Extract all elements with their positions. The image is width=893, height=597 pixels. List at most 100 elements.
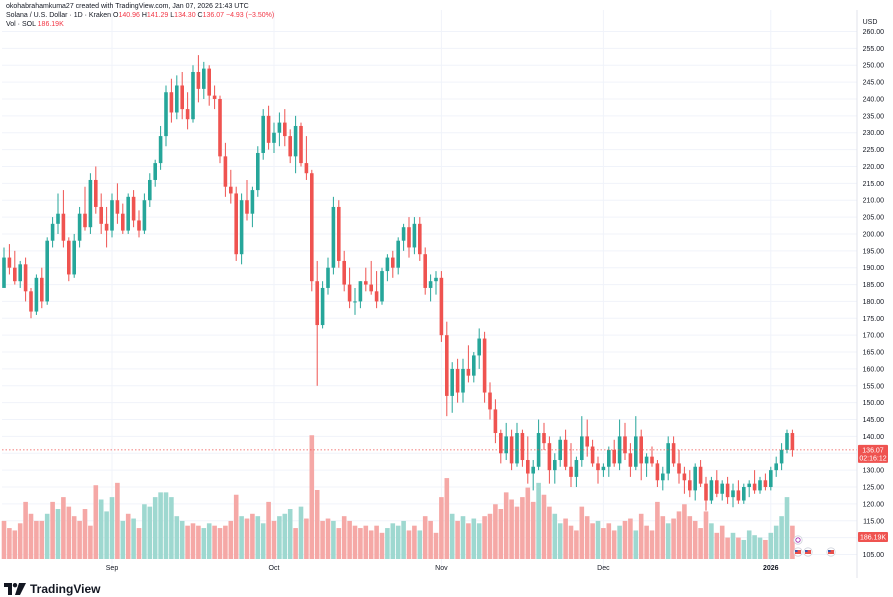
volume-bar	[352, 525, 358, 559]
y-tick-label: 130.00	[863, 468, 885, 475]
volume-bar	[120, 520, 126, 559]
ohlc-low: 134.30	[174, 12, 196, 19]
candle-body	[607, 449, 611, 467]
x-tick-label: Dec	[597, 565, 610, 572]
candle-body	[520, 433, 525, 461]
volume-bar	[460, 516, 466, 559]
volume-bar	[611, 530, 617, 559]
y-tick-label: 255.00	[863, 46, 885, 53]
volume-bar	[584, 516, 590, 559]
candle-body	[634, 436, 638, 467]
volume-bar	[55, 509, 61, 559]
volume-bar	[671, 518, 676, 559]
volume-bar	[358, 528, 363, 559]
volume-bar	[493, 504, 498, 559]
flag-stripes	[795, 550, 801, 554]
candle-body	[229, 186, 233, 194]
ohlc-open: 140.96	[118, 12, 140, 19]
volume-bar	[617, 525, 622, 559]
candle-body	[326, 267, 330, 288]
candle-body	[342, 260, 346, 285]
volume-bar	[223, 525, 228, 559]
volume-bar	[190, 523, 196, 559]
candle-body	[256, 152, 260, 191]
dividend-marker-icon[interactable]	[793, 535, 803, 545]
candle-body	[455, 368, 460, 393]
volume-bar	[174, 516, 180, 559]
volume-bar	[1, 520, 7, 559]
candle-body	[644, 456, 649, 464]
volume-bar	[379, 532, 385, 559]
candle-body	[401, 227, 406, 241]
y-tick-label: 180.00	[863, 299, 885, 306]
volume-bar	[433, 532, 439, 559]
volume-bar	[142, 504, 147, 559]
ohlc-high-label: H	[141, 12, 147, 19]
candle-body	[531, 466, 535, 474]
candle-body	[736, 490, 741, 501]
volume-bar	[773, 525, 779, 559]
us-flag-icon[interactable]	[826, 547, 836, 557]
volume-bar	[509, 499, 514, 559]
candle-body	[504, 436, 508, 454]
candle-body	[223, 156, 228, 187]
volume-bar	[719, 525, 725, 559]
candle-body	[407, 227, 411, 248]
candle-body	[374, 291, 379, 302]
last-price-tag	[858, 444, 888, 463]
us-flag-icon[interactable]	[793, 547, 803, 557]
y-tick-label: 190.00	[863, 265, 885, 272]
volume-bar	[412, 525, 417, 559]
volume-bar	[439, 497, 444, 559]
y-tick-label: 225.00	[863, 147, 885, 154]
candle-body	[612, 449, 616, 464]
us-flag-icon[interactable]	[803, 547, 813, 557]
candle-body	[331, 206, 336, 268]
volume-bar	[428, 520, 433, 559]
volume-bar	[601, 528, 606, 559]
volume-bar	[687, 516, 693, 559]
candle-body	[515, 433, 519, 464]
ohlc-open-label: O	[113, 12, 119, 19]
ohlc-change: −4.93 (−3.50%)	[225, 12, 275, 19]
volume-bar	[325, 518, 331, 559]
volume-bar	[406, 530, 412, 559]
candle-body	[698, 466, 703, 484]
symbol-title[interactable]: Solana / U.S. Dollar · 1D · Kraken	[6, 12, 112, 19]
candle-body	[77, 213, 82, 241]
candle-body	[682, 473, 687, 481]
y-tick-label: 155.00	[863, 383, 885, 390]
volume-bar	[622, 520, 628, 559]
last-volume-tag	[858, 532, 888, 542]
candle-body	[704, 483, 708, 501]
volume-bar	[152, 497, 158, 559]
volume-bar	[595, 520, 601, 559]
volume-legend: Vol · SOL 186.19K	[6, 20, 274, 29]
volume-label[interactable]: Vol · SOL	[6, 21, 36, 28]
candle-body	[67, 240, 71, 275]
volume-bar	[655, 501, 660, 559]
volume-bar	[228, 520, 234, 559]
candle-body	[547, 443, 552, 471]
volume-bar	[422, 516, 428, 559]
candle-body	[434, 277, 438, 282]
volume-bar	[563, 518, 568, 559]
candle-body	[234, 193, 238, 255]
volume-bar	[628, 518, 633, 559]
candle-body	[542, 433, 546, 444]
volume-bars	[1, 435, 795, 559]
candle-body	[790, 433, 795, 450]
candle-body	[158, 136, 163, 164]
candle-body	[115, 200, 120, 214]
y-tick-label: 215.00	[863, 181, 885, 188]
volume-bar	[730, 532, 736, 559]
volume-bar	[109, 497, 115, 559]
volume-bar	[331, 520, 336, 559]
volume-bar	[590, 523, 595, 559]
volume-bar	[34, 520, 39, 559]
candle-body	[61, 213, 66, 241]
volume-bar	[320, 520, 325, 559]
volume-bar	[395, 525, 401, 559]
volume-bar	[703, 511, 709, 559]
